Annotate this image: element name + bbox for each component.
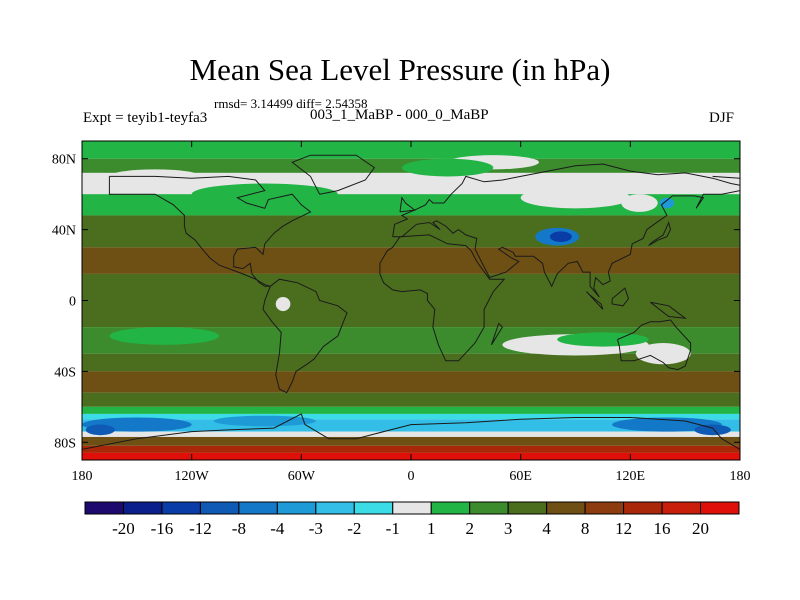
coastline xyxy=(650,301,687,319)
contour-band xyxy=(82,413,740,420)
coastline xyxy=(648,220,672,247)
contour-feature xyxy=(213,415,316,427)
contour-feature xyxy=(85,424,115,436)
chart-title: Mean Sea Level Pressure (in hPa) xyxy=(189,52,611,87)
colorbar-swatch xyxy=(161,501,201,515)
contour-bands xyxy=(82,141,740,460)
stats-text: rmsd= 3.14499 diff= 2.54358 xyxy=(214,96,368,111)
x-axis-ticks: 180 120W 60W 0 60E 120E 180 xyxy=(72,141,751,484)
coastline xyxy=(262,278,348,394)
colorbar-swatch xyxy=(661,501,702,515)
experiment-label: Expt = teyib1-teyfa3 xyxy=(83,110,208,126)
x-tick-label: 120W xyxy=(175,469,210,484)
y-tick-label: 80S xyxy=(54,436,76,451)
x-tick-label: 120E xyxy=(616,469,646,484)
contour-band xyxy=(82,445,740,453)
contour-feature xyxy=(621,194,658,212)
contour-feature xyxy=(191,183,338,205)
coastline xyxy=(490,322,504,346)
colorbar-swatch xyxy=(430,501,471,515)
contour-band xyxy=(82,392,740,407)
contour-feature xyxy=(275,296,291,312)
coastline xyxy=(611,287,630,307)
contour-feature xyxy=(557,332,649,347)
colorbar-swatch xyxy=(84,501,124,515)
y-tick-label: 40N xyxy=(52,224,76,239)
contour-feature xyxy=(694,424,731,436)
colorbar-swatch xyxy=(238,501,278,515)
colorbar-swatch xyxy=(122,501,163,515)
contour-band xyxy=(82,353,740,372)
coastline xyxy=(291,154,376,195)
contour-feature xyxy=(401,158,494,177)
contour-band xyxy=(82,141,740,159)
colorbar-label: 3 xyxy=(504,519,513,538)
colorbar-labels: -20 -16 -12 -8 -4 -3 -2 -1 1 2 3 4 8 12 16 20 xyxy=(112,519,709,538)
colorbar-label: -16 xyxy=(151,519,174,538)
contour-band xyxy=(82,371,740,393)
colorbar xyxy=(84,501,740,515)
y-tick-label: 0 xyxy=(69,295,76,310)
period-label: 003_1_MaBP - 000_0_MaBP xyxy=(310,107,489,123)
x-tick-label: 60E xyxy=(509,469,532,484)
colorbar-label: 1 xyxy=(427,519,436,538)
colorbar-label: -12 xyxy=(189,519,212,538)
colorbar-swatch xyxy=(623,501,663,515)
colorbar-swatch xyxy=(546,501,586,515)
coastlines xyxy=(82,154,740,450)
colorbar-label: 8 xyxy=(581,519,590,538)
contour-band xyxy=(82,215,740,248)
colorbar-label: -4 xyxy=(270,519,285,538)
colorbar-label: 20 xyxy=(692,519,709,538)
colorbar-label: 16 xyxy=(654,519,671,538)
colorbar-swatch xyxy=(353,501,394,515)
contour-feature xyxy=(109,327,220,345)
contour-feature xyxy=(612,417,722,432)
colorbar-label: -8 xyxy=(232,519,246,538)
colorbar-label: -2 xyxy=(347,519,361,538)
contour-features xyxy=(82,155,731,436)
coastline xyxy=(586,291,604,310)
colorbar-swatch xyxy=(469,501,509,515)
colorbar-label: 2 xyxy=(465,519,474,538)
x-tick-label: 180 xyxy=(730,469,751,484)
contour-band xyxy=(82,436,740,446)
colorbar-swatch xyxy=(392,501,432,515)
coastline xyxy=(379,234,506,362)
colorbar-swatch xyxy=(700,501,740,515)
contour-feature xyxy=(520,187,631,209)
x-tick-label: 180 xyxy=(72,469,93,484)
colorbar-label: 12 xyxy=(615,519,632,538)
colorbar-swatch xyxy=(584,501,625,515)
colorbar-label: -1 xyxy=(386,519,400,538)
contour-band xyxy=(82,247,740,274)
coastline xyxy=(108,175,312,287)
contour-band xyxy=(82,431,740,437)
colorbar-swatch xyxy=(199,501,240,515)
contour-feature xyxy=(549,231,572,243)
contour-feature xyxy=(635,343,691,365)
x-tick-label: 60W xyxy=(288,469,316,484)
coastline xyxy=(399,196,416,213)
contour-band xyxy=(82,273,740,328)
coastline xyxy=(617,319,692,371)
y-axis-ticks: 80N 40N 0 40S 80S xyxy=(52,153,740,451)
contour-band xyxy=(82,406,740,414)
colorbar-label: -3 xyxy=(309,519,323,538)
coastline xyxy=(392,190,740,298)
colorbar-swatch xyxy=(276,501,317,515)
season-label: DJF xyxy=(709,110,735,126)
coastline xyxy=(82,413,740,450)
y-tick-label: 80N xyxy=(52,153,76,168)
colorbar-swatch xyxy=(315,501,355,515)
y-tick-label: 40S xyxy=(54,365,76,380)
colorbar-label: -20 xyxy=(112,519,135,538)
colorbar-swatch xyxy=(507,501,548,515)
colorbar-label: 4 xyxy=(542,519,551,538)
x-tick-label: 0 xyxy=(408,469,415,484)
contour-feature xyxy=(659,197,675,209)
coastline xyxy=(392,163,740,237)
